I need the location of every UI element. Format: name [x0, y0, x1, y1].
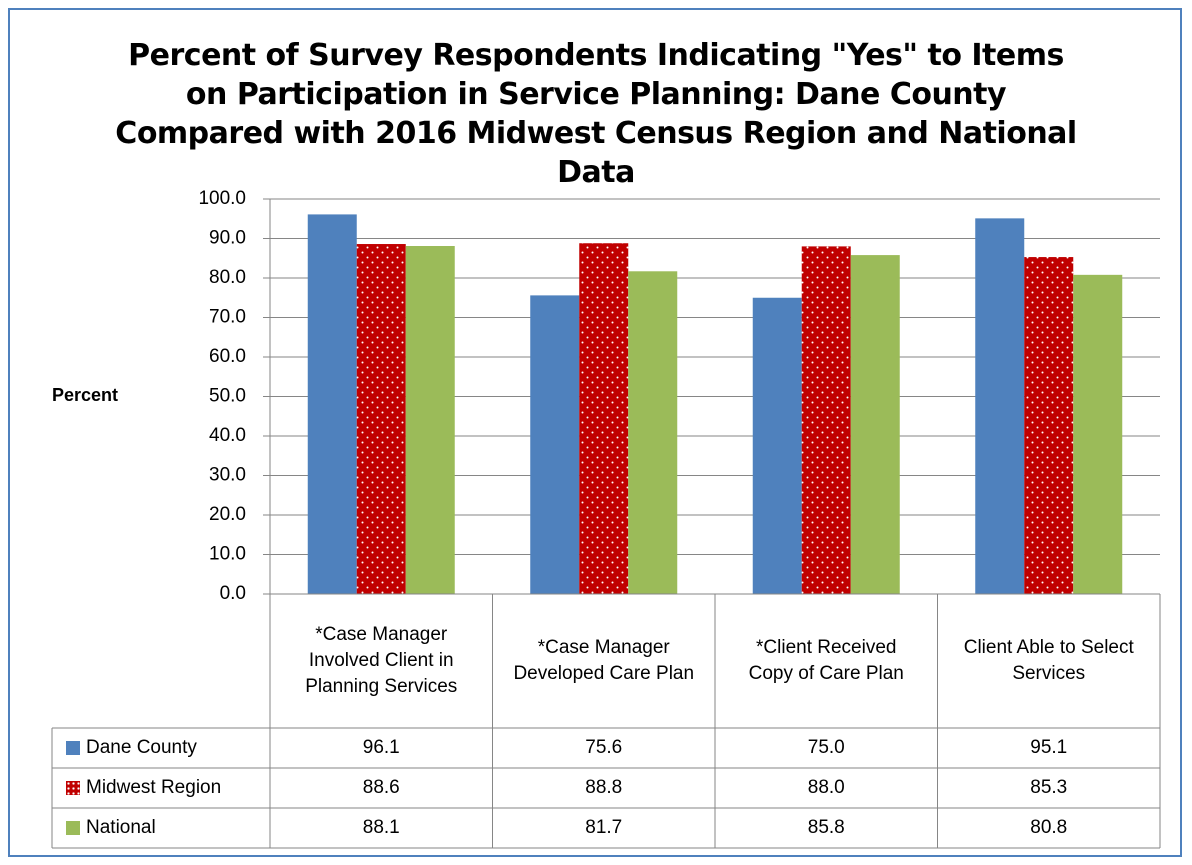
legend-label: Dane County [86, 737, 197, 758]
y-tick-label: 50.0 [209, 386, 246, 407]
y-axis-label: Percent [52, 385, 118, 405]
bar [530, 295, 580, 594]
table-value: 88.6 [362, 777, 400, 798]
legend-entry: Midwest Region [52, 768, 270, 808]
y-tick-label: 20.0 [209, 504, 246, 525]
legend-swatch [66, 781, 80, 795]
table-value: 81.7 [585, 817, 623, 838]
table-value: 88.0 [807, 777, 845, 798]
x-tick-label: *Case Manager Developed Care Plan [513, 637, 695, 684]
bar [356, 244, 406, 594]
y-tick-label: 70.0 [209, 307, 246, 328]
y-tick-label: 60.0 [209, 346, 246, 367]
y-tick-label: 0.0 [220, 583, 246, 604]
y-tick-label: 30.0 [209, 465, 246, 486]
table-value: 88.8 [585, 777, 623, 798]
table-value: 95.1 [1030, 737, 1068, 758]
y-tick-label: 100.0 [198, 188, 246, 209]
bar [405, 246, 455, 594]
y-tick-label: 90.0 [209, 228, 246, 249]
bar [801, 246, 851, 594]
bar [1073, 274, 1123, 594]
table-value: 96.1 [362, 737, 400, 758]
legend-entry: Dane County [52, 728, 270, 768]
chart-title: Percent of Survey Respondents Indicating… [115, 38, 1077, 190]
table-value: 75.6 [585, 737, 623, 758]
bar [752, 297, 802, 594]
bar [1024, 257, 1074, 594]
table-value: 85.8 [807, 817, 845, 838]
bar [850, 255, 900, 594]
y-tick-label: 80.0 [209, 267, 246, 288]
legend-entry: National [52, 808, 270, 848]
legend-swatch [66, 741, 80, 755]
legend-label: Midwest Region [86, 777, 222, 798]
legend-swatch [66, 821, 80, 835]
x-tick-label: *Client Received Copy of Care Plan [748, 637, 904, 684]
table-value: 88.1 [362, 817, 400, 838]
bar [307, 214, 357, 594]
bar [579, 243, 629, 595]
bar [975, 218, 1025, 595]
x-tick-label: Client Able to Select Services [963, 637, 1134, 684]
x-tick-label: *Case Manager Involved Client in Plannin… [305, 624, 458, 697]
table-value: 75.0 [807, 737, 845, 758]
y-tick-label: 10.0 [209, 544, 246, 565]
legend-label: National [86, 817, 156, 838]
table-value: 85.3 [1030, 777, 1068, 798]
bar [628, 271, 678, 594]
y-tick-label: 40.0 [209, 425, 246, 446]
table-value: 80.8 [1030, 817, 1068, 838]
frame [8, 8, 1182, 857]
